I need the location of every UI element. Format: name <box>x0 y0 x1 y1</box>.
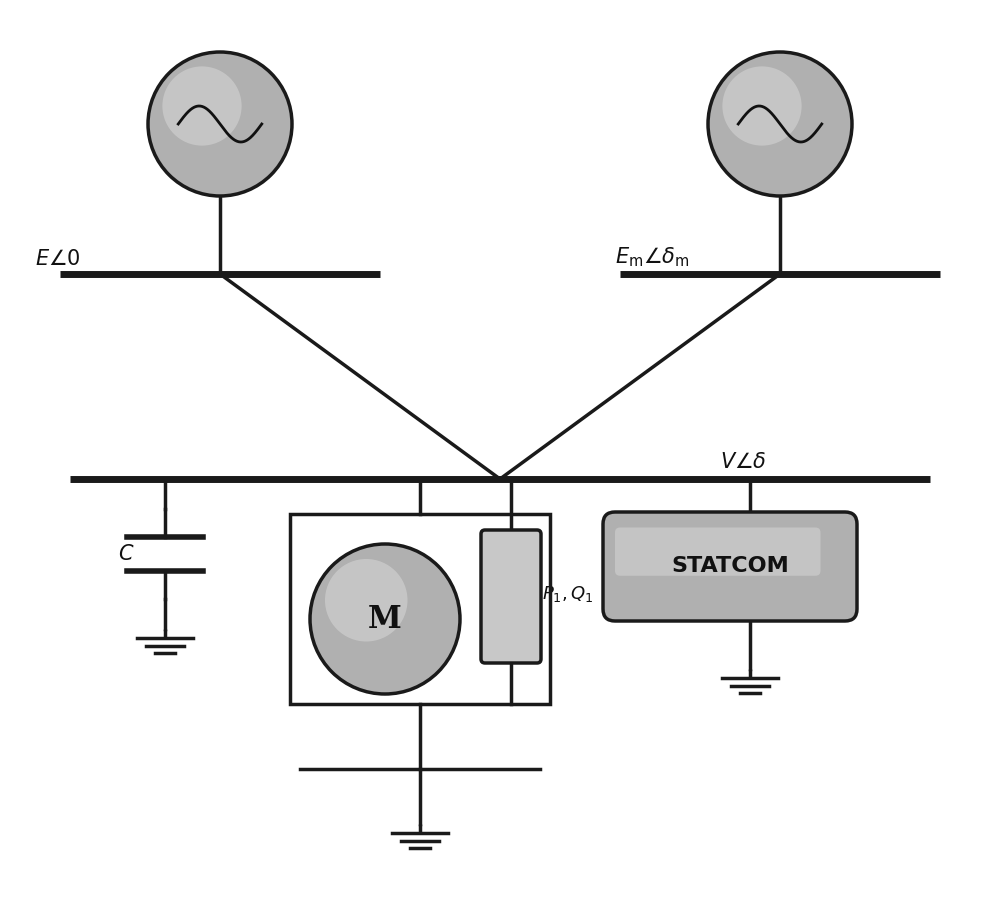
Text: $V\angle\delta$: $V\angle\delta$ <box>720 452 767 472</box>
Circle shape <box>162 67 242 145</box>
Text: $E\angle 0$: $E\angle 0$ <box>35 249 81 269</box>
Circle shape <box>708 52 852 196</box>
Text: $P_1,Q_1$: $P_1,Q_1$ <box>542 584 594 604</box>
FancyBboxPatch shape <box>615 527 820 576</box>
Text: $C$: $C$ <box>119 544 135 564</box>
Circle shape <box>148 52 292 196</box>
Text: M: M <box>368 603 402 634</box>
FancyBboxPatch shape <box>481 530 541 663</box>
FancyBboxPatch shape <box>603 512 857 621</box>
Text: $E_{\rm m}\angle\delta_{\rm m}$: $E_{\rm m}\angle\delta_{\rm m}$ <box>615 245 690 269</box>
Circle shape <box>325 559 408 642</box>
Text: STATCOM: STATCOM <box>671 557 789 577</box>
Circle shape <box>310 544 460 694</box>
Circle shape <box>722 67 802 145</box>
